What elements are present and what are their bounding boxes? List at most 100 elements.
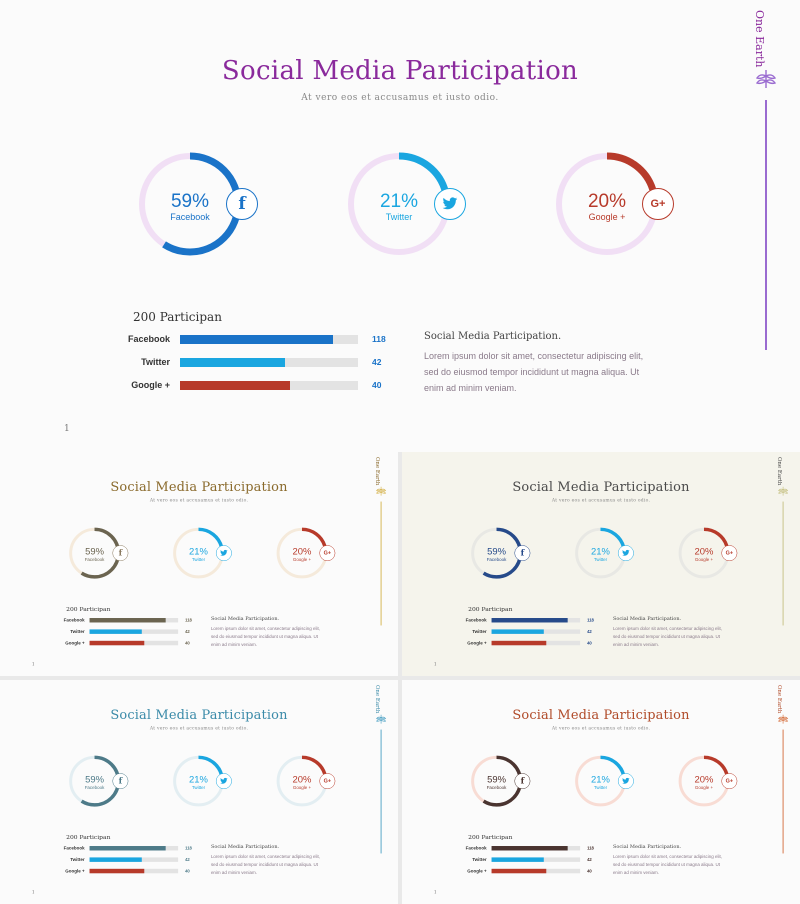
bar-value: 40 <box>587 868 592 874</box>
bar-fill-google-plus <box>491 640 547 646</box>
bar-track <box>89 868 179 874</box>
description-block: Social Media Participation. Lorem ipsum … <box>613 844 722 876</box>
facebook-glyph: f <box>520 776 525 787</box>
accent-vertical-line <box>765 100 767 350</box>
google-plus-glyph: G+ <box>725 778 734 785</box>
bar-value: 118 <box>587 845 594 851</box>
slide-subtitle: At vero eos et accusamus et iusto odio. <box>301 93 499 103</box>
bar-label: Facebook <box>465 845 487 851</box>
bar-track <box>491 857 581 862</box>
twitter-percent: 21% <box>591 774 610 786</box>
brand-logo: One Earth <box>776 684 790 724</box>
participants-heading: 200 Participan <box>468 833 513 841</box>
bar-track <box>180 381 358 390</box>
bar-fill-google-plus <box>180 381 291 390</box>
slide-thumb-teal[interactable]: Social Media Participation At vero eos e… <box>0 680 398 904</box>
bar-value: 42 <box>587 628 592 634</box>
google-plus-label: Google + <box>292 785 312 791</box>
google-plus-glyph: G+ <box>323 778 332 785</box>
bar-row-twitter: Twitter 42 <box>50 856 199 863</box>
twitter-icon <box>215 545 232 562</box>
bar-value: 40 <box>185 868 190 874</box>
bar-row-google-plus: Google + 40 <box>452 867 601 874</box>
twitter-glyph <box>216 774 231 789</box>
google-plus-label: Google + <box>292 557 312 563</box>
twitter-bird-icon <box>622 549 630 556</box>
google-plus-ring-arc <box>276 755 328 807</box>
bar-value: 118 <box>372 334 386 344</box>
description-body: Lorem ipsum dolor sit amet, consectetur … <box>612 625 722 647</box>
slide-subtitle: At vero eos et accusamus et iusto odio. <box>551 498 651 504</box>
google-plus-glyph: G+ <box>323 550 332 557</box>
bar-track <box>491 846 581 851</box>
bar-track <box>491 640 581 646</box>
bar-track <box>89 618 179 623</box>
description-body: Lorem ipsum dolor sit amet, consectetur … <box>210 853 320 875</box>
twitter-ring-arc <box>347 152 451 256</box>
google-plus-ring-arc <box>276 527 328 579</box>
twitter-label: Twitter <box>593 785 608 791</box>
description-block: Social Media Participation. Lorem ipsum … <box>613 616 722 648</box>
bar-value: 40 <box>185 640 190 646</box>
twitter-icon <box>617 545 634 562</box>
twitter-glyph <box>216 546 231 561</box>
bar-value: 42 <box>185 628 190 634</box>
slide-title: Social Media Participation <box>512 707 690 723</box>
leaf-icon <box>376 714 387 724</box>
bar-value: 118 <box>185 845 192 851</box>
slide-thumb-olive[interactable]: Social Media Participation At vero eos e… <box>0 452 398 676</box>
facebook-icon: f <box>112 773 129 790</box>
google-plus-icon: G+ <box>721 773 738 790</box>
slide-thumb-navy[interactable]: Social Media Participation At vero eos e… <box>402 452 800 676</box>
bar-value: 42 <box>372 357 382 367</box>
bar-track <box>491 618 581 623</box>
slide-thumb-brown[interactable]: Social Media Participation At vero eos e… <box>402 680 800 904</box>
bar-label: Twitter <box>70 628 85 634</box>
page-number: 1 <box>31 890 35 896</box>
facebook-label: Facebook <box>84 785 105 791</box>
facebook-percent: 59% <box>487 774 506 786</box>
page-number: 1 <box>64 424 70 434</box>
leaf-icon <box>376 486 387 496</box>
leaf-icon <box>778 714 789 724</box>
description-block: Social Media Participation. Lorem ipsum … <box>211 616 320 648</box>
bar-row-facebook: Facebook 118 <box>50 845 199 852</box>
description-title: Social Media Participation. <box>612 844 682 850</box>
brand-name: One Earth <box>776 684 784 714</box>
twitter-icon <box>434 188 466 220</box>
slide-content: Social Media Participation At vero eos e… <box>0 452 398 676</box>
bar-track <box>89 640 179 646</box>
bar-label: Google + <box>467 640 487 646</box>
bar-label: Google + <box>467 868 487 874</box>
google-plus-glyph: G+ <box>725 550 734 557</box>
slide-subtitle: At vero eos et accusamus et iusto odio. <box>551 726 651 732</box>
twitter-icon <box>617 773 634 790</box>
bar-label: Google + <box>65 868 85 874</box>
facebook-icon: f <box>112 545 129 562</box>
twitter-percent: 21% <box>189 774 208 786</box>
slide-background <box>0 680 398 904</box>
bar-label: Facebook <box>63 617 85 623</box>
bar-label: Twitter <box>472 856 487 862</box>
slide-content: Social Media Participation At vero eos e… <box>64 10 777 434</box>
brand-name: One Earth <box>753 10 766 68</box>
facebook-icon: f <box>226 188 258 220</box>
bar-value: 118 <box>185 617 192 623</box>
slide-title: Social Media Participation <box>221 56 579 86</box>
twitter-icon <box>215 773 232 790</box>
bar-value: 40 <box>587 640 592 646</box>
twitter-ring-arc <box>172 755 225 807</box>
bar-fill-facebook <box>89 618 166 623</box>
slide-main[interactable]: Social Media Participation At vero eos e… <box>0 0 800 452</box>
participants-heading: 200 Participan <box>133 310 222 324</box>
slide-subtitle: At vero eos et accusamus et iusto odio. <box>149 498 249 504</box>
bar-value: 42 <box>587 856 592 862</box>
facebook-glyph: f <box>118 776 123 787</box>
bar-fill-facebook <box>180 335 334 344</box>
bar-row-facebook: Facebook 118 <box>100 332 400 346</box>
bar-track <box>180 358 358 367</box>
slide-background <box>0 0 800 452</box>
google-plus-label: Google + <box>694 557 714 563</box>
participants-heading: 200 Participan <box>468 605 513 613</box>
bar-fill-twitter <box>491 857 544 862</box>
